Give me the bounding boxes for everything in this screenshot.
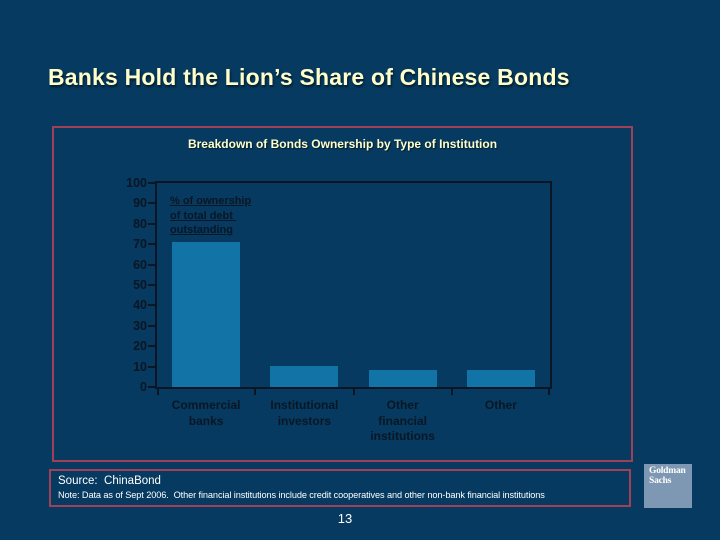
y-axis-tick-label: 100	[126, 176, 147, 190]
y-axis-tick-mark	[148, 202, 155, 205]
x-axis-tick-mark	[352, 389, 355, 395]
slide-title: Banks Hold the Lion’s Share of Chinese B…	[48, 64, 570, 90]
x-axis-category-label-line: institutions	[370, 429, 435, 444]
y-axis-tick-label: 40	[133, 298, 147, 313]
x-axis-category-label-other: Other	[441, 398, 561, 414]
bar-institutional-investors	[270, 365, 339, 387]
chart-annotation-line: of total debt	[170, 209, 236, 222]
x-axis-tick-mark	[254, 389, 257, 395]
x-axis-category-label-line: Commercial	[171, 398, 241, 412]
logo-line-2: Sachs	[649, 475, 672, 486]
y-axis-tick-mark	[148, 324, 155, 327]
y-axis-tick-mark	[148, 284, 155, 286]
bar-other-financial-institutions	[368, 369, 437, 387]
y-axis-tick-mark	[148, 304, 155, 307]
y-axis-tick-mark	[148, 222, 155, 225]
y-axis-tick-mark	[148, 365, 155, 368]
y-axis-tick-label: 90	[133, 196, 147, 211]
y-axis-tick-label: 80	[133, 216, 147, 231]
note-text: Note: Data as of Sept 2006. Other financ…	[58, 490, 545, 500]
y-axis-tick-mark	[148, 386, 155, 388]
x-axis-category-label-line: banks	[188, 413, 224, 428]
x-axis-category-label-line: Other	[386, 398, 419, 412]
y-axis-tick-label: 0	[140, 380, 147, 394]
x-axis-category-label-line: investors	[277, 413, 332, 428]
x-axis-category-label-line: Institutional	[270, 398, 339, 412]
logo-line-1: Goldman	[649, 466, 686, 476]
bar-commercial-banks	[172, 242, 241, 387]
goldman-sachs-logo: Goldman Sachs	[644, 464, 692, 508]
x-axis-tick-mark	[157, 389, 159, 395]
y-axis-tick-label: 20	[133, 339, 147, 354]
x-axis-category-label-line: Other	[484, 398, 517, 412]
y-axis-tick-mark	[148, 243, 155, 246]
chart-annotation: % of ownership of total debt outstanding	[170, 194, 290, 238]
chart-title: Breakdown of Bonds Ownership by Type of …	[187, 137, 498, 151]
source-text: Source: ChinaBond	[58, 475, 161, 487]
y-axis-tick-mark	[148, 263, 155, 266]
chart-panel: Breakdown of Bonds Ownership by Type of …	[52, 126, 633, 462]
chart-annotation-line: outstanding	[170, 224, 233, 237]
x-axis-tick-mark	[450, 389, 453, 395]
bar-chart-plot-area: % of ownership of total debt outstanding	[155, 181, 552, 395]
y-axis-tick-mark	[148, 182, 155, 184]
chart-annotation-line: % of ownership	[170, 195, 252, 207]
x-axis-category-label-commercial-banks: Commercial banks	[146, 398, 266, 429]
y-axis-tick-label: 10	[133, 359, 147, 374]
y-axis-tick-label: 70	[133, 237, 147, 252]
y-axis-tick-label: 60	[133, 257, 147, 272]
x-axis-category-label-line: financial	[378, 413, 427, 428]
x-axis-tick-mark	[548, 389, 550, 395]
y-axis-tick-label: 50	[133, 278, 147, 292]
x-axis-category-label-institutional-investors: Institutional investors	[244, 398, 364, 429]
page-number: 13	[337, 511, 353, 526]
source-note-panel: Source: ChinaBond Note: Data as of Sept …	[49, 469, 631, 507]
x-axis-category-label-other-financial-institutions: Other financial institutions	[343, 398, 463, 445]
y-axis-tick-label: 30	[133, 318, 147, 333]
y-axis-tick-mark	[148, 345, 155, 348]
bar-other	[466, 369, 535, 387]
